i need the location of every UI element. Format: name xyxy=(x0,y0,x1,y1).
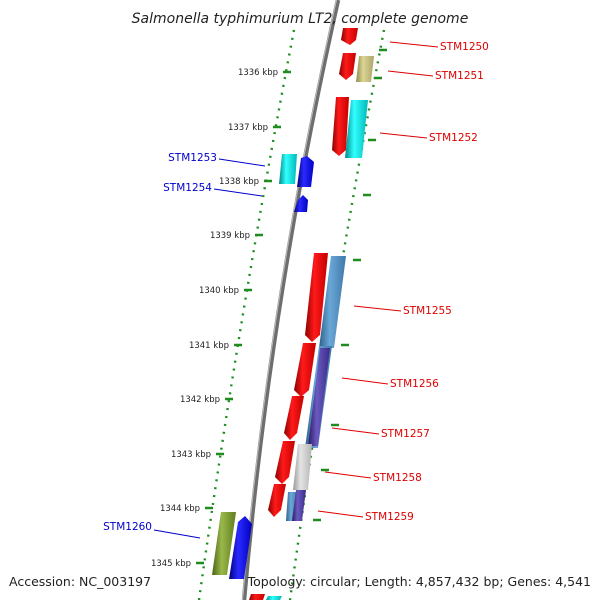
gene-feature-arrow[interactable] xyxy=(294,195,308,212)
kbp-tick-label: 1342 kbp xyxy=(180,395,220,405)
kbp-tick-label: 1341 kbp xyxy=(189,341,229,351)
gene-feature-arrow[interactable] xyxy=(297,156,314,187)
kbp-tick-label: 1339 kbp xyxy=(210,231,250,241)
genome-backbone-highlight xyxy=(242,0,337,600)
gene-feature-arrow[interactable] xyxy=(356,56,374,82)
gene-leader-line xyxy=(353,305,402,312)
gene-feature-arrow[interactable] xyxy=(212,512,236,575)
accession-text: Accession: NC_003197 xyxy=(9,574,151,589)
gene-feature-arrow[interactable] xyxy=(341,28,358,45)
gene-label[interactable]: STM1258 xyxy=(373,472,422,484)
gene-feature-arrow[interactable] xyxy=(332,97,349,156)
kbp-tick-label: 1345 kbp xyxy=(151,559,191,569)
gene-label[interactable]: STM1253 xyxy=(168,152,217,164)
gene-labels: STM1250 STM1251 STM1252 STM1253 STM1254 STM12… xyxy=(103,41,489,539)
gene-feature-arrow[interactable] xyxy=(284,396,304,440)
gene-feature-arrow[interactable] xyxy=(339,53,356,80)
gene-feature-arrow[interactable] xyxy=(268,484,286,517)
gene-label[interactable]: STM1255 xyxy=(403,305,452,317)
gene-label[interactable]: STM1260 xyxy=(103,521,152,533)
gene-label[interactable]: STM1254 xyxy=(163,182,212,194)
gene-feature-arrow[interactable] xyxy=(294,343,316,397)
gene-label[interactable]: STM1257 xyxy=(381,428,430,440)
gene-features xyxy=(212,28,374,600)
gene-leader-line xyxy=(213,188,263,197)
kbp-tick-label: 1337 kbp xyxy=(228,123,268,133)
gene-feature-arrow[interactable] xyxy=(293,444,312,490)
kbp-tick-label: 1343 kbp xyxy=(171,450,211,460)
gene-feature-arrow[interactable] xyxy=(308,348,330,446)
gene-label[interactable]: STM1256 xyxy=(390,378,439,390)
gene-feature-arrow[interactable] xyxy=(345,100,368,158)
genome-summary-text: Topology: circular; Length: 4,857,432 bp… xyxy=(247,574,591,589)
map-title: Salmonella typhimurium LT2, complete gen… xyxy=(132,11,469,27)
gene-feature-arrow[interactable] xyxy=(292,490,306,521)
kbp-ticks: 1336 kbp 1337 kbp 1338 kbp 1339 kbp 1340 kbp… xyxy=(151,48,387,569)
gene-leader-line xyxy=(153,529,201,539)
gene-feature-arrow[interactable] xyxy=(319,256,346,348)
kbp-tick-label: 1340 kbp xyxy=(199,286,239,296)
gene-label[interactable]: STM1259 xyxy=(365,511,414,523)
genome-backbone xyxy=(241,0,341,600)
kbp-tick-label: 1338 kbp xyxy=(219,177,259,187)
gene-leader-line xyxy=(379,132,428,139)
gene-leader-line xyxy=(324,471,372,479)
gene-feature-arrow[interactable] xyxy=(279,154,297,184)
gene-feature-arrow[interactable] xyxy=(229,516,252,579)
outer-track-boundary xyxy=(197,29,296,600)
kbp-tick-label: 1344 kbp xyxy=(160,504,200,514)
gene-feature-arrow[interactable] xyxy=(275,441,295,484)
gene-leader-line xyxy=(387,70,434,77)
gene-feature-arrow[interactable] xyxy=(305,253,328,342)
gene-label[interactable]: STM1251 xyxy=(435,70,484,82)
gene-feature-arrow[interactable] xyxy=(249,594,265,600)
gene-leader-line xyxy=(341,377,389,385)
gene-leader-line xyxy=(317,510,364,518)
gene-leader-line xyxy=(331,427,380,435)
gene-label[interactable]: STM1250 xyxy=(440,41,489,53)
kbp-tick-label: 1336 kbp xyxy=(238,68,278,78)
gene-leader-line xyxy=(389,41,439,48)
gene-leader-line xyxy=(218,158,266,167)
gene-feature-arrow[interactable] xyxy=(266,596,282,600)
gene-label[interactable]: STM1252 xyxy=(429,132,478,144)
